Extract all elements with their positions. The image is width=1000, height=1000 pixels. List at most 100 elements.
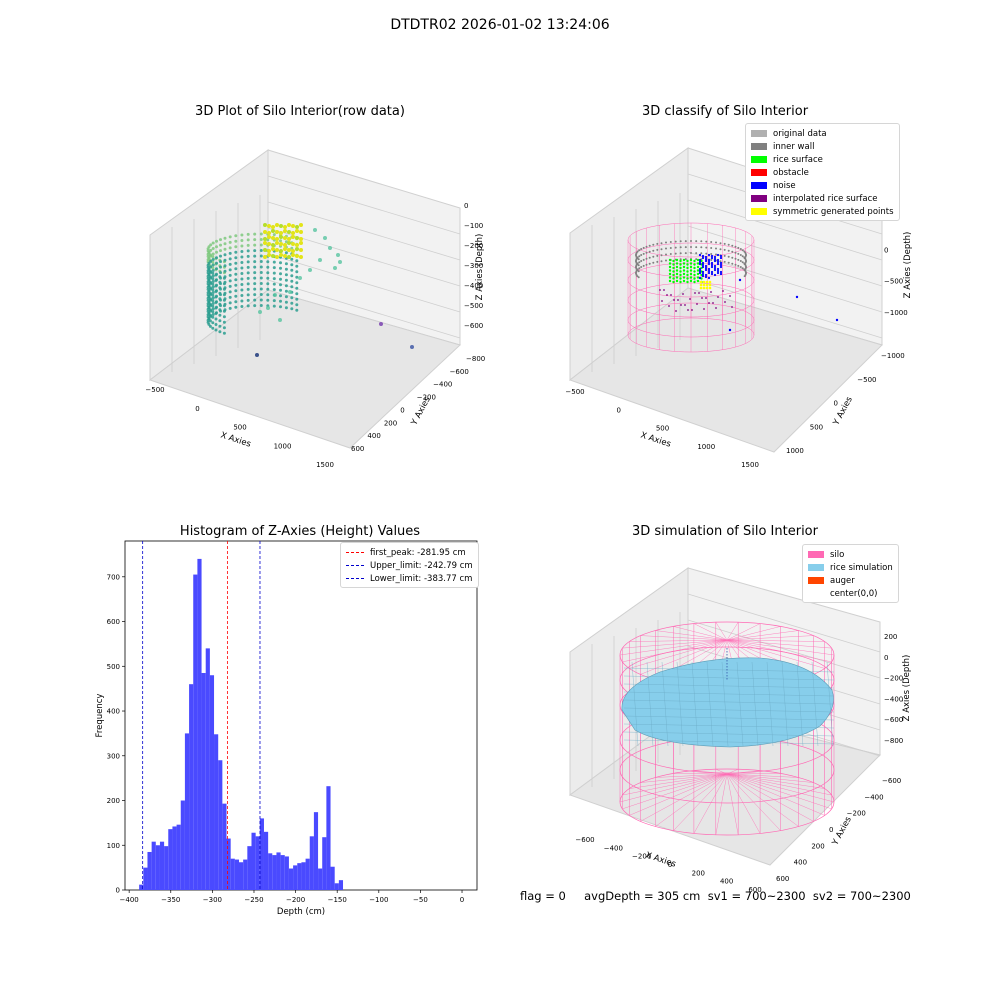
inner-wall-point bbox=[665, 247, 667, 250]
data-point bbox=[299, 237, 303, 241]
data-point bbox=[211, 241, 215, 245]
interpolated-point bbox=[715, 307, 717, 309]
y-tick-label: −200 bbox=[847, 810, 866, 818]
data-point bbox=[246, 254, 250, 258]
rice-surface-point bbox=[672, 259, 675, 263]
data-point bbox=[215, 245, 218, 249]
rice-mesh-line bbox=[706, 661, 714, 747]
data-point bbox=[240, 239, 244, 242]
inner-wall-point bbox=[645, 263, 648, 266]
data-point bbox=[211, 307, 215, 311]
x-tick-label: 1500 bbox=[316, 461, 334, 469]
z-axis-label: Z Axies (Depth) bbox=[903, 232, 913, 299]
rice-surface-point bbox=[689, 265, 693, 269]
data-point bbox=[253, 243, 257, 247]
inner-wall-point bbox=[719, 248, 722, 251]
x-tick-label: −300 bbox=[203, 896, 222, 904]
interpolated-point bbox=[673, 299, 675, 301]
inner-wall-point bbox=[727, 255, 730, 258]
histogram-bar bbox=[330, 866, 335, 890]
legend-item-silo: silo bbox=[808, 548, 893, 561]
silo-roof-spoke bbox=[726, 639, 832, 663]
silo-roof-spoke bbox=[655, 630, 728, 641]
rice-surface-point bbox=[675, 258, 679, 262]
data-point bbox=[215, 256, 218, 260]
inner-wall-point bbox=[723, 254, 726, 257]
data-point bbox=[219, 254, 222, 258]
data-point bbox=[279, 283, 282, 287]
data-point bbox=[338, 260, 342, 264]
inner-wall-point bbox=[679, 258, 682, 261]
silo-floor-spoke bbox=[640, 773, 728, 783]
inner-wall-point bbox=[705, 240, 708, 243]
histogram-bar bbox=[230, 858, 235, 890]
z-tick-label: 0 bbox=[464, 202, 468, 210]
simulation-3d-plot[interactable]: −600 −400 −200 0 200 400 600 600 400 200 0 −200 −400… bbox=[560, 540, 930, 894]
silo-roof-spoke bbox=[622, 639, 728, 649]
data-point bbox=[295, 275, 299, 279]
data-point bbox=[290, 274, 294, 278]
rice-surface-point bbox=[668, 272, 672, 276]
noise-point bbox=[713, 264, 717, 268]
interpolated-point bbox=[689, 298, 691, 300]
data-point bbox=[263, 223, 267, 227]
histogram-bar bbox=[293, 865, 298, 890]
rice-surface-point bbox=[696, 272, 700, 276]
rice-surface-point bbox=[696, 276, 700, 279]
data-point bbox=[228, 262, 232, 266]
data-point bbox=[228, 251, 232, 255]
x-tick-label: 1000 bbox=[697, 443, 715, 451]
data-point bbox=[295, 243, 299, 247]
data-point bbox=[219, 271, 222, 275]
y-tick-label: −400 bbox=[433, 381, 452, 389]
inner-wall-point bbox=[700, 240, 703, 243]
inner-wall-point bbox=[715, 241, 717, 244]
silo-floor-spoke bbox=[673, 773, 728, 775]
rice-surface-point bbox=[693, 280, 696, 284]
data-point bbox=[290, 246, 294, 250]
data-point bbox=[253, 238, 257, 242]
legend-item-rice-simulation: rice simulation bbox=[808, 561, 893, 574]
rice-surface-point bbox=[668, 265, 672, 269]
z-tick-label: −800 bbox=[884, 737, 903, 745]
data-point bbox=[218, 313, 222, 317]
data-point bbox=[211, 302, 215, 305]
noise-point bbox=[707, 269, 711, 273]
inner-wall-point bbox=[690, 240, 692, 242]
interpolated-point bbox=[708, 302, 710, 304]
data-point bbox=[267, 224, 271, 228]
inner-wall-point bbox=[695, 246, 698, 249]
rice-mesh-line bbox=[826, 661, 834, 747]
data-point bbox=[271, 236, 275, 240]
data-point bbox=[308, 268, 312, 272]
interpolated-point bbox=[680, 304, 682, 306]
data-point bbox=[246, 249, 250, 253]
data-point bbox=[279, 272, 282, 276]
z-tick-label: −600 bbox=[884, 716, 903, 724]
data-point bbox=[234, 300, 238, 304]
interpolated-point bbox=[698, 292, 700, 294]
data-point bbox=[223, 253, 227, 257]
data-point bbox=[234, 294, 238, 298]
z-tick-label: 0 bbox=[884, 246, 888, 254]
outlier-point bbox=[255, 353, 259, 357]
noise-point bbox=[713, 268, 717, 272]
inner-wall-point bbox=[690, 246, 692, 248]
raw-data-3d-plot[interactable]: −5000500100015006004002000−200−400−600−8… bbox=[140, 130, 510, 470]
inner-wall-point bbox=[642, 258, 645, 261]
interpolated-point bbox=[682, 293, 684, 295]
data-point bbox=[215, 267, 218, 271]
data-point bbox=[291, 231, 295, 235]
rice-surface-point bbox=[679, 277, 682, 280]
x-tick-label: 0 bbox=[460, 896, 464, 904]
data-point bbox=[279, 231, 283, 235]
rice-mesh-line bbox=[676, 661, 684, 747]
data-point bbox=[223, 308, 227, 312]
data-point bbox=[240, 294, 244, 297]
inner-wall-point bbox=[741, 267, 744, 270]
classify-3d-plot[interactable]: −50005001000150010005000−500−10005000−50… bbox=[560, 120, 940, 470]
rice-surface-point bbox=[672, 266, 675, 270]
silo-roof-spoke bbox=[726, 635, 814, 641]
data-point bbox=[279, 261, 282, 265]
data-point bbox=[299, 255, 303, 259]
